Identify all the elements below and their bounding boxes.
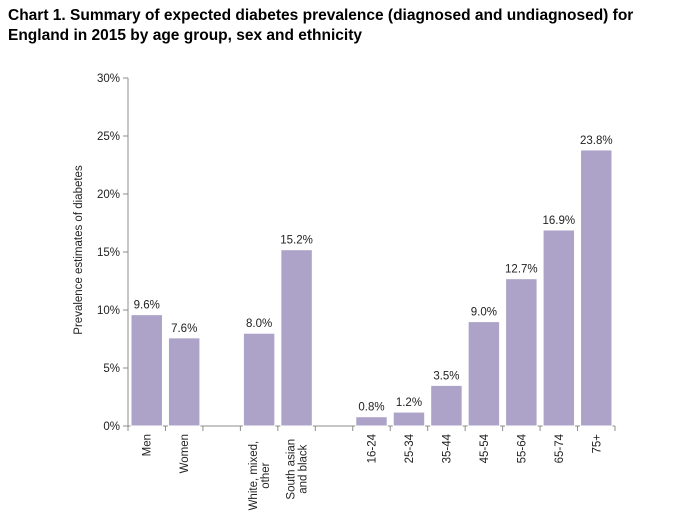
data-labels: 9.6% 7.6% 8.0% 15.2% 0.8% 1.2% 3.5% 9.0% 12.7% 16… (134, 135, 613, 414)
bar (242, 332, 276, 427)
bar (392, 411, 426, 427)
y-tick-label: 30% (97, 73, 120, 85)
data-label: 16.9% (543, 215, 576, 227)
bar (542, 229, 576, 427)
data-label: 7.6% (171, 323, 197, 335)
y-tick-label: 10% (97, 305, 120, 317)
bar (280, 249, 313, 427)
x-tick-label: 35-44 (441, 433, 453, 463)
data-label: 3.5% (433, 370, 459, 382)
bar (505, 278, 538, 427)
x-tick-label: Women (179, 434, 191, 473)
bar (355, 416, 388, 427)
data-label: 12.7% (505, 264, 538, 276)
y-tick-label: 20% (97, 189, 120, 201)
bar (467, 321, 501, 427)
bars (130, 149, 613, 427)
y-tick-label: 25% (97, 131, 120, 143)
data-label: 8.0% (246, 318, 272, 330)
bar (580, 149, 613, 427)
x-tick-label: 75+ (591, 434, 603, 454)
x-tick-label: 45-54 (479, 433, 491, 463)
x-tick-label: Men (142, 434, 154, 456)
x-tick-labels: Men Women White, mixed,other South asianand… (142, 433, 604, 510)
chart-title: Chart 1. Summary of expected diabetes pr… (8, 7, 634, 44)
data-label: 0.8% (358, 402, 384, 414)
x-tick-label: 16-24 (367, 433, 379, 463)
data-label: 9.6% (134, 300, 160, 312)
data-label: 15.2% (280, 235, 313, 247)
bar (167, 337, 201, 427)
y-axis-label: Prevalence estimates of diabetes (73, 165, 85, 335)
x-tick-label: 55-64 (516, 433, 528, 463)
y-tick-label: 5% (103, 363, 120, 375)
data-label: 23.8% (580, 135, 613, 147)
y-tick-labels: 0% 5% 10% 15% 20% 25% 30% (97, 73, 120, 433)
x-tick-label: White, mixed,other (248, 441, 272, 511)
bar (430, 384, 463, 427)
data-label: 9.0% (471, 307, 497, 319)
x-tick-label: South asianand black (286, 439, 310, 500)
bar (130, 314, 163, 427)
y-tick-label: 15% (97, 247, 120, 259)
x-tick-label: 65-74 (554, 433, 566, 463)
x-tick-label: 25-34 (404, 433, 416, 463)
data-label: 1.2% (396, 397, 422, 409)
y-tick-label: 0% (103, 421, 120, 433)
